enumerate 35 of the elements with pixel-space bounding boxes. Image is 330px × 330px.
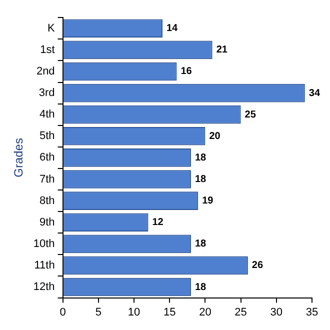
x-tick-label: 20	[199, 306, 212, 318]
y-tick-label: 1st	[40, 44, 55, 56]
data-label: 21	[216, 44, 228, 56]
data-label: 25	[244, 109, 256, 120]
y-tick-label: 9th	[40, 216, 55, 228]
y-tick-label: K	[47, 22, 56, 34]
data-label: 16	[180, 66, 192, 78]
y-tick-label: 12th	[33, 281, 55, 294]
data-label: 18	[194, 282, 207, 293]
data-label: 12	[152, 217, 164, 228]
x-tick-label: 15	[163, 306, 176, 318]
y-tick-label: 2nd	[36, 66, 55, 78]
y-tick-label: 8th	[40, 194, 55, 207]
y-tick-label: 3rd	[38, 87, 55, 100]
x-tick-label: 25	[234, 306, 247, 318]
x-tick-label: 10	[128, 306, 140, 318]
x-tick-label: 35	[306, 306, 318, 318]
data-label: 20	[209, 130, 221, 142]
y-tick-label: 10th	[33, 238, 55, 250]
y-tick-label: 4th	[40, 108, 55, 121]
y-tick-label: 5th	[40, 130, 55, 142]
data-label: 18	[194, 238, 207, 250]
y-axis-title: Grades	[12, 138, 26, 178]
y-tick-label: 11th	[34, 260, 55, 272]
x-tick-label: 30	[270, 306, 283, 318]
x-tick-label: 5	[95, 306, 102, 318]
y-tick-label: 6th	[40, 152, 55, 164]
data-label: 18	[194, 152, 207, 164]
x-tick-label: 0	[60, 306, 66, 318]
y-tick-label: 7th	[40, 173, 55, 186]
data-label: 19	[202, 196, 214, 207]
data-label: 26	[252, 260, 264, 272]
data-label: 14	[166, 23, 178, 34]
data-label: 18	[194, 174, 207, 186]
data-label: 34	[308, 88, 320, 99]
